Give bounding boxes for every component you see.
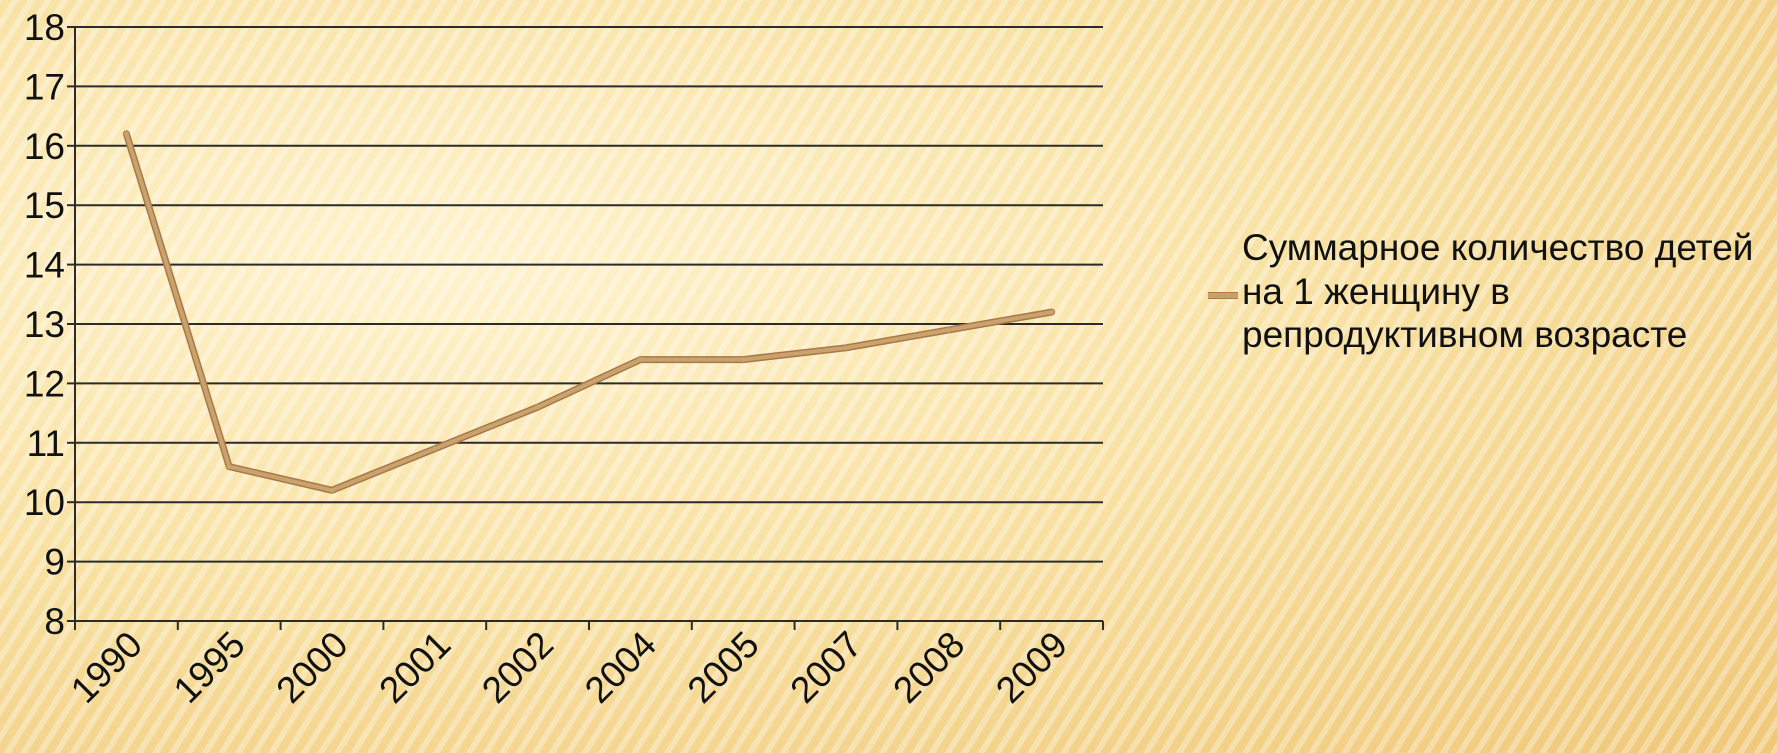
- y-tick-label-11: 11: [27, 423, 65, 464]
- y-tick-label-15: 15: [24, 185, 65, 226]
- data-point-2005: [740, 357, 746, 363]
- x-tick-label-2005: 2005: [680, 624, 767, 711]
- legend: Суммарное количество детей на 1 женщину …: [1208, 226, 1768, 357]
- x-tick-label-2009: 2009: [988, 624, 1075, 711]
- data-point-2001: [432, 446, 438, 452]
- data-point-2009: [1049, 309, 1055, 315]
- y-tick-label-17: 17: [24, 66, 65, 107]
- axes: [74, 27, 1104, 630]
- y-tick-label-9: 9: [44, 542, 65, 583]
- data-point-2004: [637, 357, 643, 363]
- x-tick-label-2007: 2007: [782, 624, 869, 711]
- grid: [67, 26, 1103, 622]
- series: [122, 130, 1056, 494]
- x-tick-label-2000: 2000: [268, 624, 355, 711]
- y-tick-label-10: 10: [24, 482, 65, 523]
- data-point-2008: [946, 327, 952, 333]
- y-axis-tick-labels: 8 9 10 11 12 13 14 15 16 17 18: [24, 7, 65, 642]
- data-point-1990: [123, 131, 129, 137]
- y-tick-label-16: 16: [24, 126, 65, 167]
- data-point-1995: [226, 464, 232, 470]
- y-tick-label-14: 14: [24, 245, 65, 286]
- y-tick-label-13: 13: [24, 304, 65, 345]
- data-point-2007: [843, 345, 849, 351]
- x-tick-label-2002: 2002: [474, 624, 561, 711]
- x-tick-label-2001: 2001: [371, 624, 458, 711]
- x-tick-label-1995: 1995: [166, 624, 253, 711]
- series-line: [124, 131, 1054, 493]
- data-point-2000: [329, 487, 335, 493]
- x-tick-label-1990: 1990: [63, 624, 150, 711]
- series-line-outline: [122, 130, 1056, 494]
- y-tick-label-12: 12: [24, 363, 65, 404]
- x-tick-label-2004: 2004: [577, 624, 664, 711]
- y-tick-label-8: 8: [44, 601, 65, 642]
- data-point-2002: [535, 404, 541, 410]
- y-tick-label-18: 18: [24, 7, 65, 48]
- legend-label: Суммарное количество детей на 1 женщину …: [1242, 227, 1754, 356]
- x-tick-label-2008: 2008: [885, 624, 972, 711]
- legend-swatch: [1208, 291, 1238, 299]
- x-axis-tick-labels: 1990 1995 2000 2001 2002 2004 2005 2007 2008 2009: [63, 624, 1075, 711]
